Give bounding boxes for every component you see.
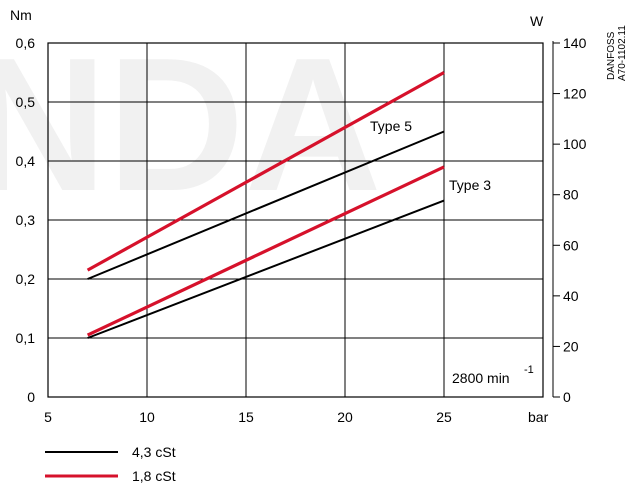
- y2-tick-label: 40: [563, 288, 579, 304]
- y-tick-label: 0,1: [16, 330, 36, 346]
- y2-tick-label: 80: [563, 187, 579, 203]
- y-tick-label: 0: [27, 389, 35, 405]
- series-line-type-5-4-3-cst: [87, 130, 445, 280]
- x-tick-label: 10: [139, 409, 155, 425]
- y-tick-label: 0,3: [16, 212, 36, 228]
- y-tick-label: 0,5: [16, 94, 36, 110]
- series: [86, 71, 445, 339]
- y-axis-ticks: 0 0,1 0,2 0,3 0,4 0,5 0,6: [16, 35, 36, 405]
- y2-tick-label: 140: [563, 35, 587, 51]
- x-tick-label: 25: [436, 409, 452, 425]
- grid: [48, 43, 543, 397]
- document-code: DANFOSS A70-1102.11: [606, 25, 628, 81]
- x-tick-label: 20: [337, 409, 353, 425]
- legend-label-1-8-cst: 1,8 cSt: [132, 468, 176, 484]
- y2-tick-label: 60: [563, 237, 579, 253]
- annotation-speed-exponent: -1: [524, 364, 534, 376]
- document-code-line2: A70-1102.11: [617, 25, 628, 81]
- y2-tick-label: 20: [563, 338, 579, 354]
- y2-tick-label: 100: [563, 136, 587, 152]
- x-tick-label: 5: [44, 409, 52, 425]
- y2-axis-label: W: [530, 13, 544, 29]
- annotation-speed: 2800 min: [452, 370, 510, 386]
- y-tick-label: 0,2: [16, 271, 36, 287]
- plot-frame: [47, 42, 544, 398]
- annotation-type3: Type 3: [449, 177, 491, 193]
- x-tick-label: 15: [238, 409, 254, 425]
- y2-tick-label: 120: [563, 86, 587, 102]
- document-code-line1: DANFOSS: [606, 31, 617, 80]
- series-line-type-5-1-8-cst: [86, 71, 445, 272]
- right-axis: 0 20 40 60 80 100 120 140: [552, 35, 587, 405]
- legend: 4,3 cSt 1,8 cSt: [45, 444, 176, 484]
- y2-tick-label: 0: [563, 389, 571, 405]
- y-tick-label: 0,6: [16, 35, 36, 51]
- y-tick-label: 0,4: [16, 153, 36, 169]
- y-axis-label: Nm: [10, 7, 32, 23]
- x-axis-label: bar: [528, 409, 549, 425]
- watermark-text: NDA: [0, 19, 382, 231]
- series-line-type-3-4-3-cst: [87, 199, 445, 339]
- legend-label-4-3-cst: 4,3 cSt: [132, 444, 176, 460]
- annotation-type5: Type 5: [370, 118, 412, 134]
- x-axis-ticks: 5 10 15 20 25: [44, 409, 452, 425]
- series-line-type-3-1-8-cst: [86, 165, 445, 337]
